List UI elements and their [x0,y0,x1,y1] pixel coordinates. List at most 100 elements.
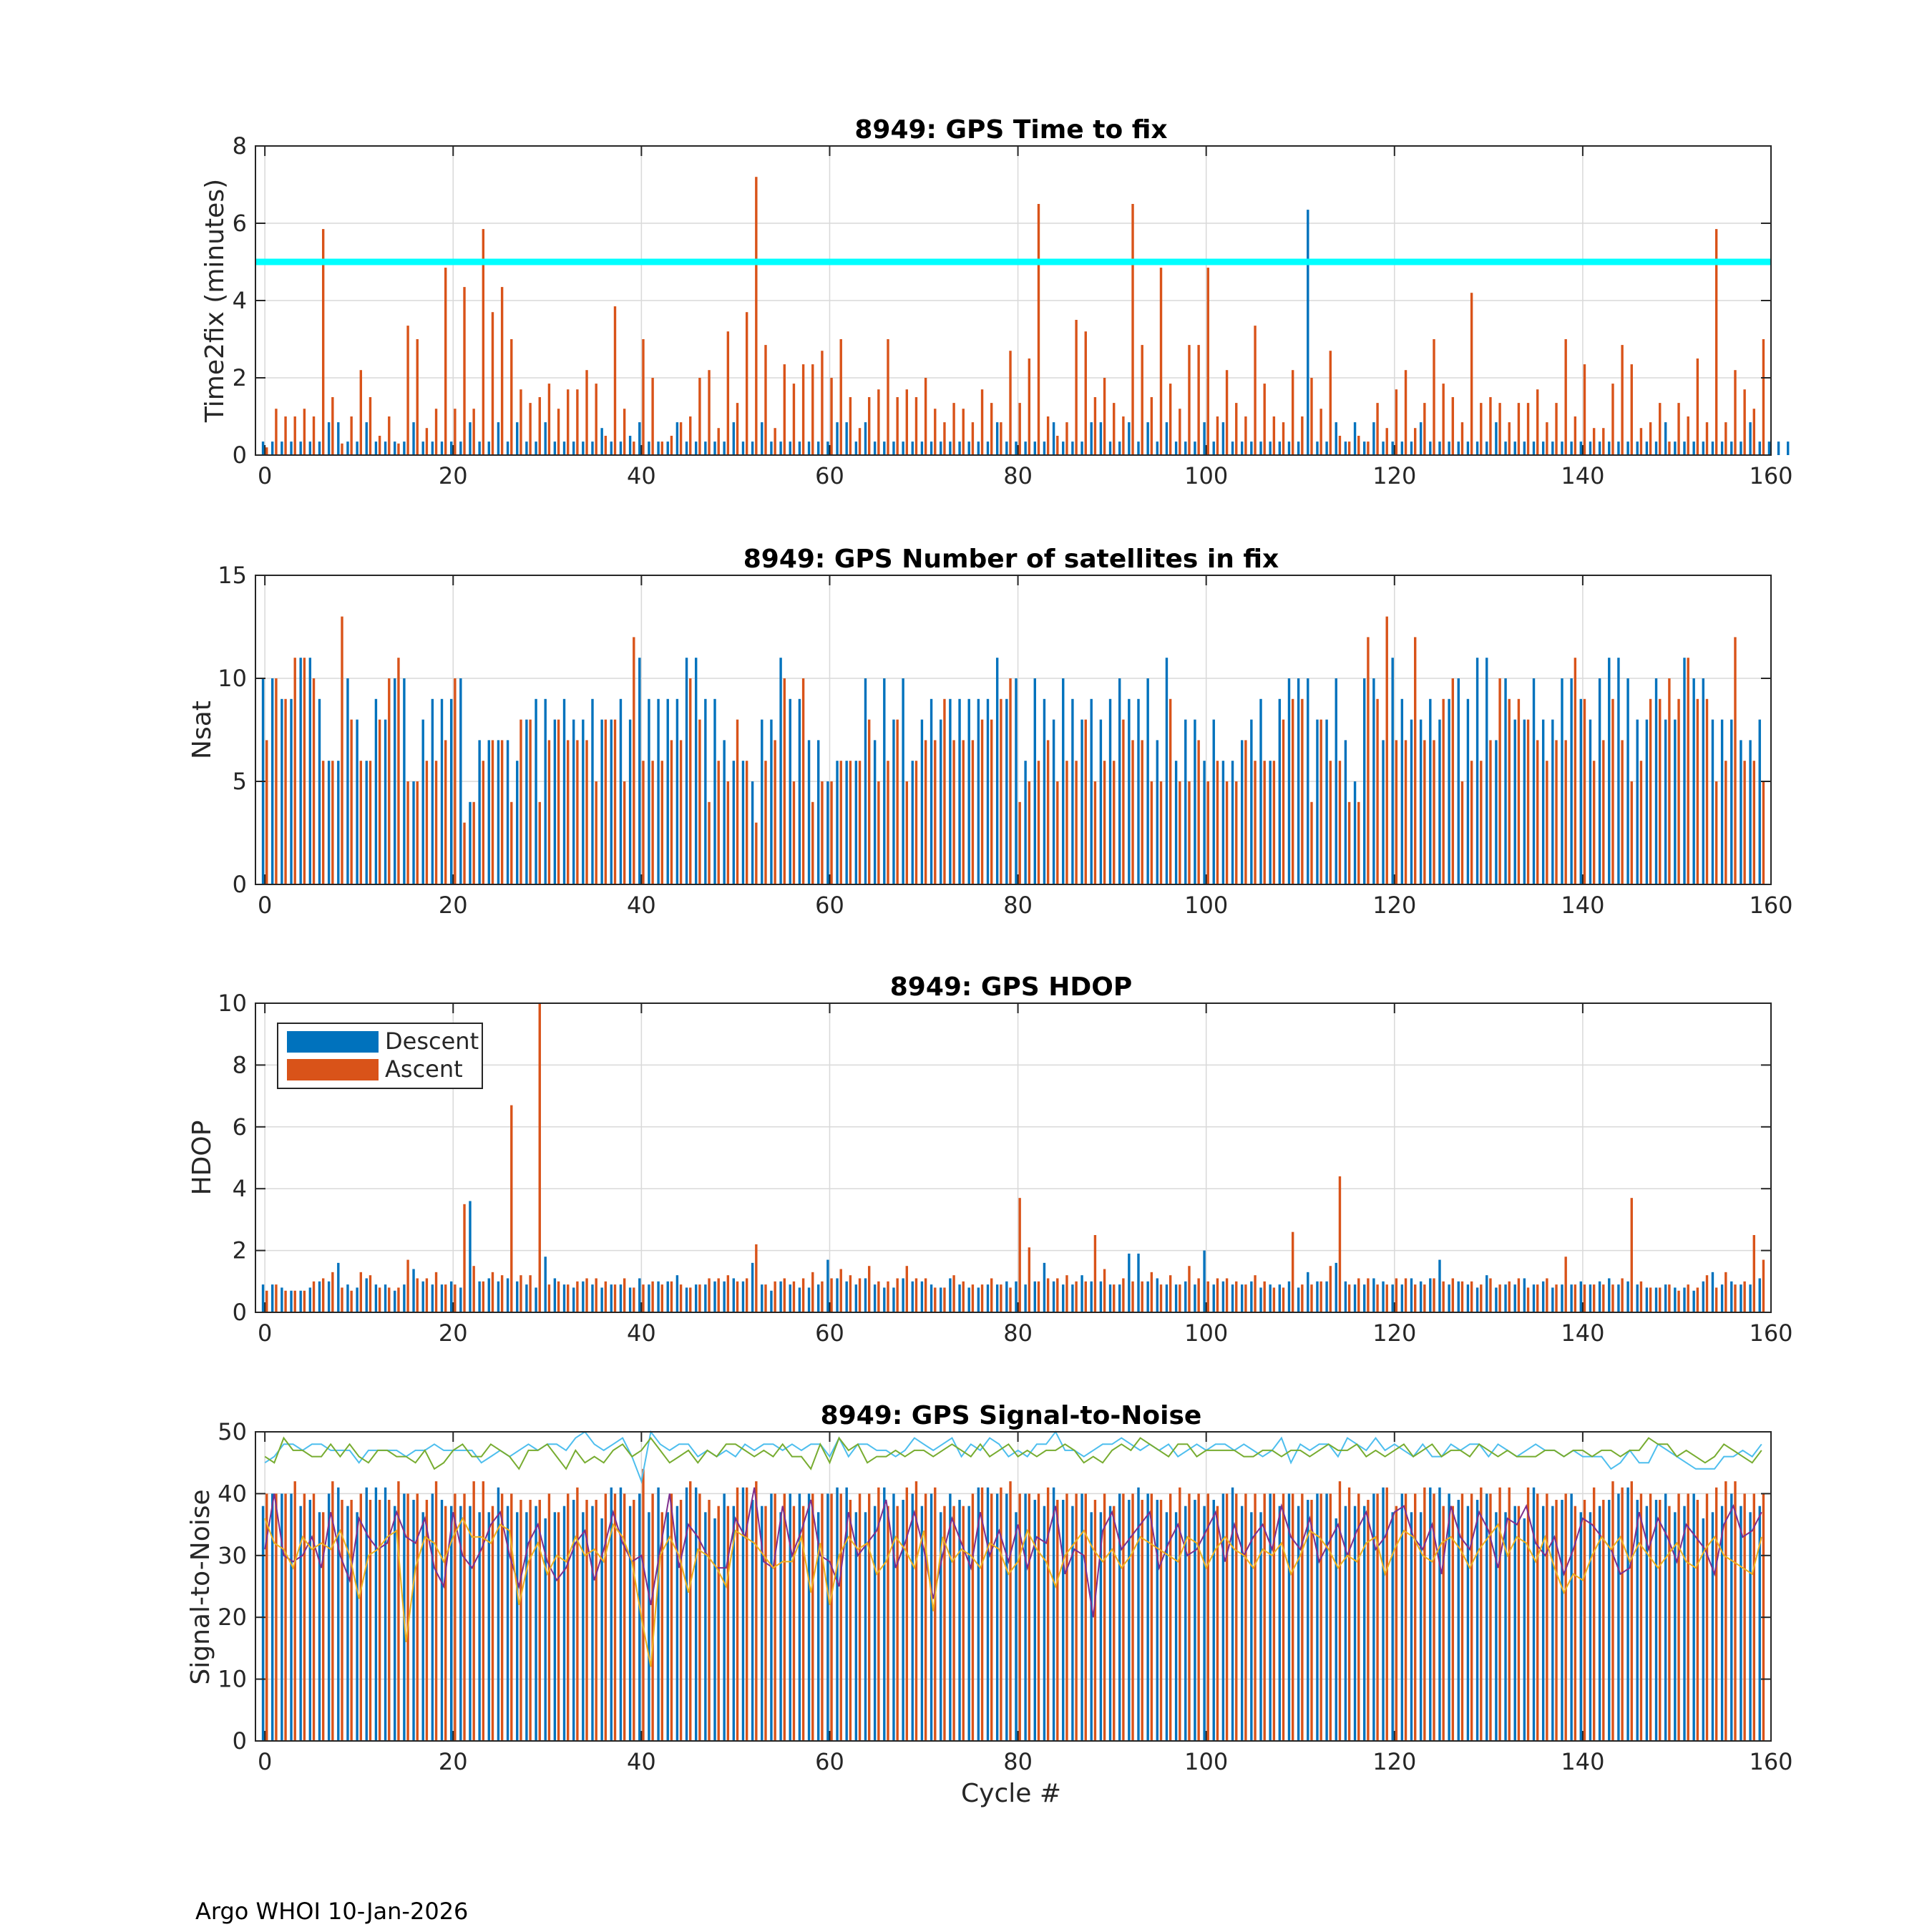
snr-ascent-bar [1319,1493,1322,1741]
ttf-descent-bar [1316,441,1319,455]
nsat-descent-bar [394,678,396,884]
snr-descent-bar [271,1493,274,1741]
hdop-plot-area [255,1003,1771,1312]
ttf-ascent-bar [924,378,927,455]
snr-descent-bar [600,1518,603,1741]
nsat-descent-bar [1740,740,1742,884]
ttf-ascent-bar [1056,436,1059,455]
hdop-descent-bar [1363,1284,1366,1312]
nsat-descent-bar [1052,719,1055,884]
ttf-descent-bar [1259,441,1262,455]
ttf-descent-bar [1438,441,1441,455]
nsat-descent-bar [1203,761,1206,884]
snr-descent-bar [478,1512,481,1741]
nsat-ascent-bar [971,740,975,884]
ttf-ascent-bar [425,428,429,455]
nsat-descent-bar [798,698,801,884]
hdop-descent-bar [1015,1281,1018,1312]
snr-descent-bar [911,1493,914,1741]
ttf-ascent-bar [1687,416,1689,455]
snr-descent-bar [1448,1493,1450,1741]
ttf-descent-bar [1702,441,1705,455]
snr-ascent-bar [914,1481,918,1741]
nsat-descent-bar [1353,781,1357,884]
ttf-ascent-bar [1696,358,1699,455]
nsat-descent-bar [1382,740,1385,884]
legend: Descent Ascent [277,1023,483,1089]
nsat-ascent-bar [1179,781,1181,884]
snr-ascent-bar [425,1500,429,1741]
ttf-ascent-bar [454,409,457,455]
snr-ascent-bar [708,1500,711,1741]
hdop-descent-bar [440,1284,444,1312]
ttf-ascent-bar [708,370,711,455]
nsat-ascent-bar [1084,719,1087,884]
ttf-descent-bar [1419,422,1423,455]
snr-descent-bar [779,1512,782,1741]
hdop-descent-bar [619,1284,623,1312]
nsat-ascent-bar [1216,761,1219,884]
nsat-descent-bar [459,678,462,884]
snr-ascent-bar [1263,1493,1266,1741]
hdop-ascent-bar [1347,1284,1351,1312]
nsat-ascent-bar [284,698,287,884]
hdop-ascent-bar [397,1287,400,1312]
snr-descent-bar [920,1506,924,1741]
ttf-descent-bar [582,441,585,455]
hdop-ascent-bar [341,1287,343,1312]
hdop-descent-bar [845,1281,848,1312]
ttf-ascent-bar [745,312,748,455]
ttf-descent-bar [1090,422,1093,455]
hdop-ascent-bar [1225,1278,1229,1312]
ttf-ascent-bar [1225,370,1229,455]
satellites-ylabel: Nsat [187,701,217,759]
snr-descent-bar [826,1493,829,1741]
nsat-descent-bar [1033,678,1036,884]
hdop-descent-bar [449,1281,453,1312]
hdop-descent-bar [591,1284,594,1312]
snr-ascent-bar [444,1506,447,1741]
hdop-descent-bar [290,1290,293,1312]
snr-descent-bar [544,1518,547,1741]
hdop-ascent-bar [1385,1284,1388,1312]
snr-descent-bar [1485,1493,1488,1741]
ttf-descent-bar [327,422,331,455]
snr-descent-bar [977,1487,980,1741]
snr-descent-bar [967,1506,970,1741]
snr-ascent-bar [1442,1506,1445,1741]
hdop-ytick-label: 2 [233,1237,247,1264]
hdop-ascent-bar [642,1284,645,1312]
ttf-ascent-bar [783,364,786,455]
hdop-ascent-bar [1517,1278,1521,1312]
hdop-descent-bar [807,1287,811,1312]
ttf-ascent-bar [1517,403,1521,455]
hdop-ascent-bar [1414,1284,1417,1312]
snr-descent-bar [1269,1493,1272,1741]
nsat-ascent-bar [1263,761,1266,884]
hdop-descent-bar [1062,1284,1065,1312]
ttf-ytick-label: 6 [233,210,247,237]
nsat-descent-bar [873,740,877,884]
hdop-ascent-bar [774,1281,776,1312]
hdop-descent-bar [920,1281,924,1312]
nsat-descent-bar [1146,678,1149,884]
hdop-descent-bar [1654,1287,1658,1312]
snr-descent-bar [1636,1500,1639,1741]
snr-descent-bar [1692,1493,1695,1741]
snr-descent-bar [1353,1506,1357,1741]
ttf-ascent-bar [1282,422,1285,455]
snr-descent-bar [299,1506,302,1741]
ttf-descent-bar [459,441,462,455]
ttf-ascent-bar [1508,422,1511,455]
nsat-ascent-bar [613,719,617,884]
nsat-ascent-bar [801,678,805,884]
nsat-descent-bar [487,740,490,884]
ttf-descent-bar [883,441,886,455]
hdop-descent-bar [864,1278,867,1312]
hdop-ascent-bar [708,1278,711,1312]
snr-descent-bar [704,1512,707,1741]
nsat-ascent-bar [1075,761,1078,884]
hdop-ascent-bar [557,1281,560,1312]
hdop-xtick-label: 140 [1561,1319,1604,1347]
snr-ascent-bar [633,1500,635,1741]
